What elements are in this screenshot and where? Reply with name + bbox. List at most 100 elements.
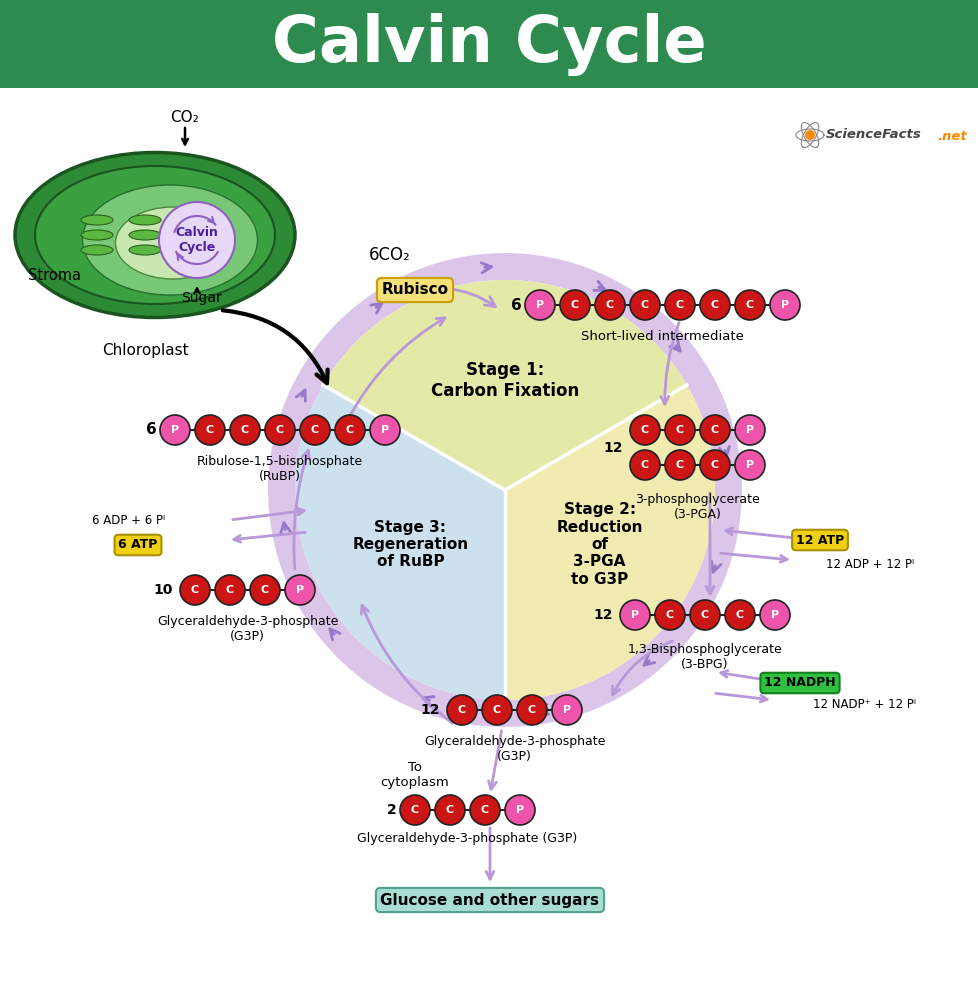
Circle shape: [230, 415, 260, 445]
Text: 6 ATP: 6 ATP: [118, 538, 157, 552]
Circle shape: [759, 600, 789, 630]
Circle shape: [447, 695, 476, 725]
Text: 2: 2: [387, 803, 397, 817]
Text: C: C: [311, 425, 319, 435]
Text: P: P: [171, 425, 179, 435]
Text: 1,3-Bisphosphoglycerate
(3-BPG): 1,3-Bisphosphoglycerate (3-BPG): [627, 643, 781, 671]
Circle shape: [734, 450, 764, 480]
Ellipse shape: [129, 230, 160, 240]
Text: 10: 10: [154, 583, 173, 597]
Wedge shape: [294, 385, 505, 700]
Text: 12 NADP⁺ + 12 Pᴵ: 12 NADP⁺ + 12 Pᴵ: [813, 698, 915, 712]
Circle shape: [664, 415, 694, 445]
Circle shape: [699, 450, 730, 480]
Text: To
cytoplasm: To cytoplasm: [380, 761, 449, 789]
Circle shape: [299, 415, 330, 445]
Circle shape: [370, 415, 400, 445]
Text: C: C: [735, 610, 743, 620]
Text: .net: .net: [936, 130, 965, 143]
Circle shape: [630, 415, 659, 445]
Text: P: P: [780, 300, 788, 310]
Text: C: C: [641, 460, 648, 470]
Ellipse shape: [82, 185, 257, 295]
Ellipse shape: [15, 152, 294, 318]
Text: 12 ATP: 12 ATP: [795, 534, 843, 546]
Text: C: C: [700, 610, 708, 620]
Text: P: P: [562, 705, 570, 715]
Text: Short-lived intermediate: Short-lived intermediate: [581, 330, 743, 343]
Circle shape: [180, 575, 210, 605]
Text: Calvin Cycle: Calvin Cycle: [272, 12, 706, 76]
Text: Glyceraldehyde-3-phosphate
(G3P): Glyceraldehyde-3-phosphate (G3P): [423, 735, 604, 763]
Text: Sugar: Sugar: [182, 291, 222, 305]
Text: C: C: [276, 425, 284, 435]
Text: C: C: [480, 805, 489, 815]
Text: Chloroplast: Chloroplast: [102, 342, 188, 358]
Circle shape: [664, 450, 694, 480]
Ellipse shape: [35, 166, 275, 304]
Circle shape: [699, 415, 730, 445]
Text: C: C: [745, 300, 753, 310]
Text: P: P: [745, 425, 753, 435]
Text: C: C: [641, 300, 648, 310]
Circle shape: [804, 130, 814, 140]
Text: P: P: [380, 425, 388, 435]
Text: C: C: [710, 425, 718, 435]
Circle shape: [734, 415, 764, 445]
Ellipse shape: [129, 245, 160, 255]
Text: 12: 12: [421, 703, 439, 717]
Circle shape: [516, 695, 547, 725]
Text: C: C: [345, 425, 354, 435]
Circle shape: [552, 695, 581, 725]
Text: Calvin
Cycle: Calvin Cycle: [175, 226, 218, 254]
Circle shape: [265, 415, 294, 445]
Text: C: C: [605, 300, 613, 310]
Text: C: C: [241, 425, 248, 435]
Text: Stage 1:
Carbon Fixation: Stage 1: Carbon Fixation: [430, 361, 579, 400]
Text: P: P: [745, 460, 753, 470]
Text: C: C: [446, 805, 454, 815]
Circle shape: [524, 290, 555, 320]
Circle shape: [434, 795, 465, 825]
Ellipse shape: [129, 215, 160, 225]
Circle shape: [159, 415, 190, 445]
Text: P: P: [295, 585, 304, 595]
Circle shape: [505, 795, 534, 825]
Circle shape: [400, 795, 429, 825]
Circle shape: [664, 290, 694, 320]
Circle shape: [595, 290, 624, 320]
Text: C: C: [675, 460, 684, 470]
Ellipse shape: [81, 230, 112, 240]
Text: Stage 2:
Reduction
of
3-PGA
to G3P: Stage 2: Reduction of 3-PGA to G3P: [556, 502, 643, 587]
Circle shape: [725, 600, 754, 630]
Circle shape: [770, 290, 799, 320]
Circle shape: [481, 695, 511, 725]
Text: Glucose and other sugars: Glucose and other sugars: [380, 892, 599, 908]
Text: C: C: [641, 425, 648, 435]
Text: C: C: [191, 585, 199, 595]
Circle shape: [619, 600, 649, 630]
Text: C: C: [261, 585, 269, 595]
Text: Rubisco: Rubisco: [381, 282, 448, 298]
Circle shape: [158, 202, 235, 278]
Circle shape: [654, 600, 685, 630]
Text: C: C: [675, 425, 684, 435]
Circle shape: [249, 575, 280, 605]
Wedge shape: [323, 280, 687, 490]
Text: P: P: [535, 300, 544, 310]
Circle shape: [285, 575, 315, 605]
Circle shape: [195, 415, 225, 445]
Text: C: C: [665, 610, 674, 620]
Text: Glyceraldehyde-3-phosphate (G3P): Glyceraldehyde-3-phosphate (G3P): [357, 832, 577, 845]
Text: 12: 12: [602, 440, 622, 454]
Text: 6: 6: [146, 422, 156, 438]
Wedge shape: [268, 253, 741, 727]
Polygon shape: [0, 0, 978, 88]
Text: 12: 12: [593, 608, 612, 622]
Text: C: C: [458, 705, 466, 715]
Circle shape: [734, 290, 764, 320]
Text: Ribulose-1,5-bisphosphate
(RuBP): Ribulose-1,5-bisphosphate (RuBP): [197, 455, 363, 483]
Text: Stroma: Stroma: [28, 267, 81, 282]
Text: C: C: [493, 705, 501, 715]
Text: C: C: [710, 300, 718, 310]
